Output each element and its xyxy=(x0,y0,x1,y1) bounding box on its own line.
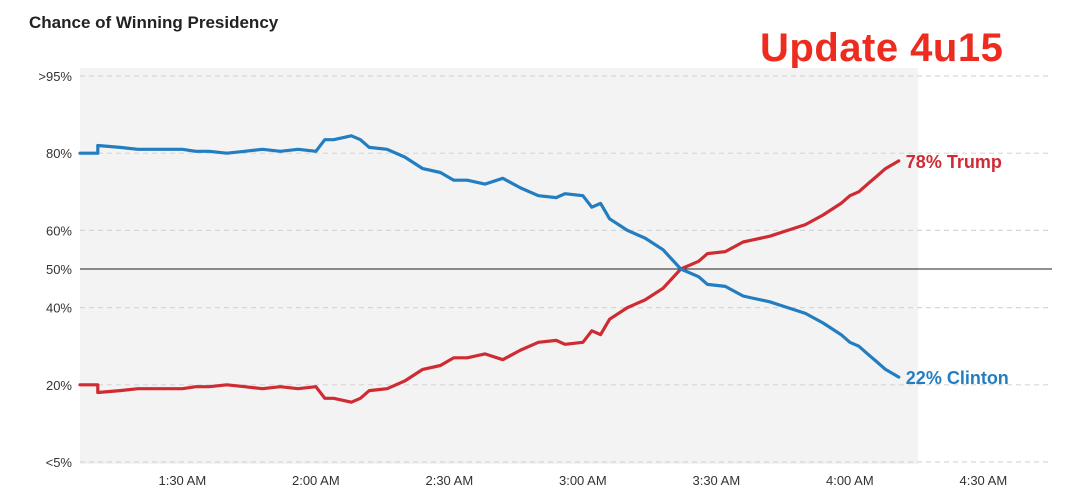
x-tick-label: 2:30 AM xyxy=(425,473,473,488)
x-tick-label: 3:30 AM xyxy=(692,473,740,488)
series-line-trump xyxy=(78,159,901,404)
x-tick-label: 3:00 AM xyxy=(559,473,607,488)
plot-background xyxy=(80,68,918,464)
end-label-clinton: 22% Clinton xyxy=(906,368,1009,388)
x-axis-ticks: 1:30 AM 2:00 AM 2:30 AM 3:00 AM 3:30 AM 4:00 … xyxy=(158,473,1007,488)
x-tick-label: 2:00 AM xyxy=(292,473,340,488)
end-label-trump: 78% Trump xyxy=(906,152,1002,172)
x-tick-label: 4:00 AM xyxy=(826,473,874,488)
end-labels: 78% Trump 22% Clinton xyxy=(906,152,1009,388)
chart-title: Chance of Winning Presidency xyxy=(29,13,279,32)
y-tick-label: <5% xyxy=(46,455,73,470)
x-tick-label: 1:30 AM xyxy=(158,473,206,488)
y-tick-label: 50% xyxy=(46,262,72,277)
grid-lines xyxy=(80,75,1052,463)
y-tick-label: 40% xyxy=(46,301,72,316)
y-tick-label: 60% xyxy=(46,223,72,238)
y-axis-ticks: >95% 80% 60% 50% 40% 20% <5% xyxy=(38,69,72,470)
series-lines xyxy=(78,134,901,404)
x-tick-label: 4:30 AM xyxy=(959,473,1007,488)
y-tick-label: 20% xyxy=(46,378,72,393)
y-tick-label: >95% xyxy=(38,69,72,84)
y-tick-label: 80% xyxy=(46,146,72,161)
update-annotation: Update 4u15 xyxy=(760,26,1004,70)
series-line-clinton xyxy=(78,134,901,379)
